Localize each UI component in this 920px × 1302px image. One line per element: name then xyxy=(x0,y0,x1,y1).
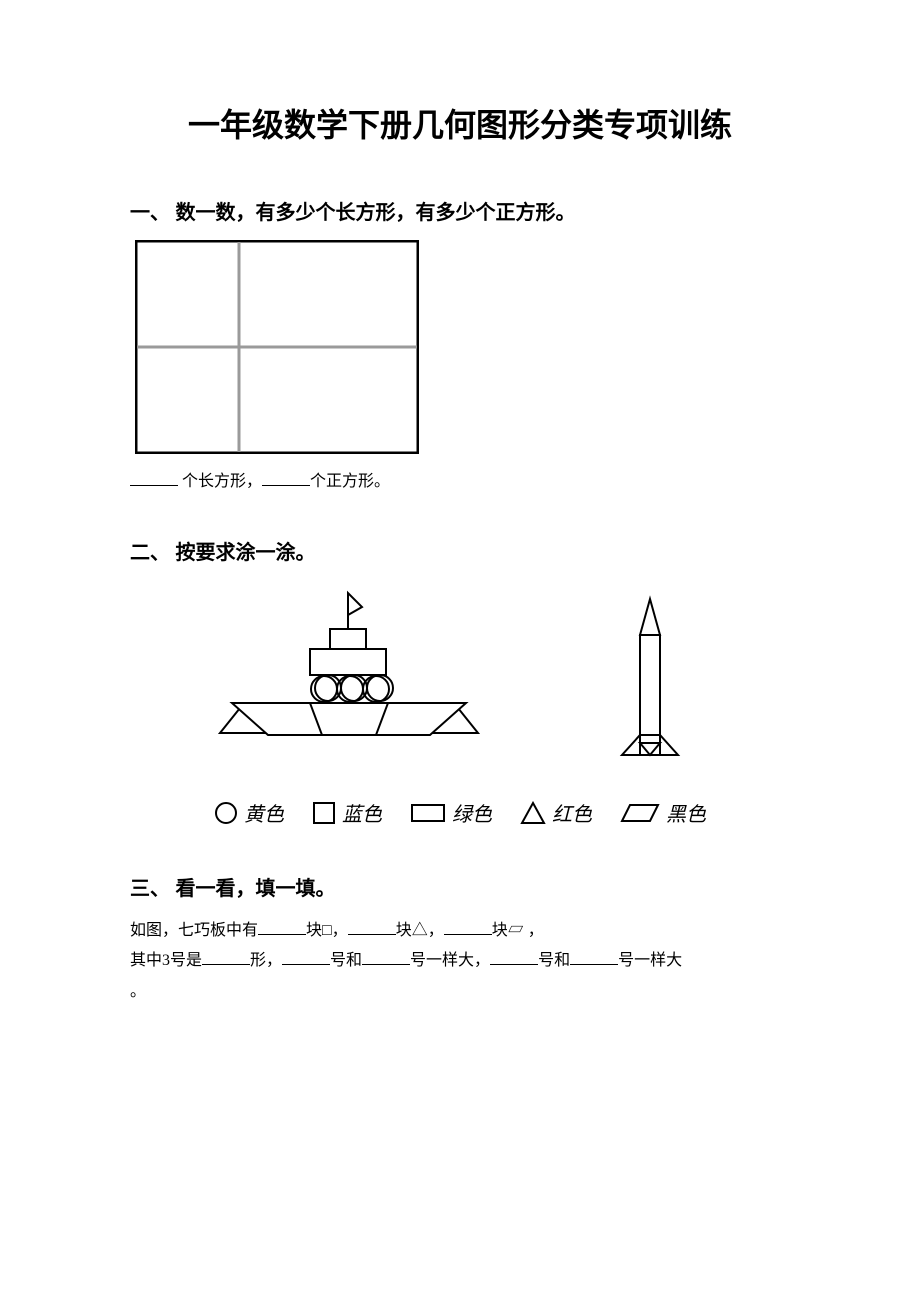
page-title: 一年级数学下册几何图形分类专项训练 xyxy=(130,100,790,146)
q3-l1-c: 块△， xyxy=(396,922,444,939)
square-icon xyxy=(312,801,336,825)
triangle-icon xyxy=(520,801,546,825)
blank-rect-count[interactable] xyxy=(130,468,178,486)
q3-line-3: 。 xyxy=(130,977,790,1007)
q3-l2-b: 形， xyxy=(250,952,282,969)
blank-tangram-triangle[interactable] xyxy=(348,917,396,935)
q3-l3: 。 xyxy=(130,983,146,1000)
q3-l2-c: 号和 xyxy=(330,952,362,969)
legend-parallelogram: 黑色 xyxy=(620,798,706,827)
legend-circle-label: 黄色 xyxy=(244,798,284,827)
q3-l2-a: 其中3号是 xyxy=(130,952,202,969)
legend-square: 蓝色 xyxy=(312,798,382,827)
section-1-caption: 个长方形， 个正方形。 xyxy=(130,467,790,491)
section-1-heading: 一、 数一数，有多少个长方形，有多少个正方形。 xyxy=(130,196,790,225)
q3-l2-d: 号一样大， xyxy=(410,952,490,969)
rect-icon xyxy=(410,801,446,825)
blank-same-1a[interactable] xyxy=(282,947,330,965)
section-2: 二、 按要求涂一涂。 xyxy=(130,536,790,827)
parallelogram-icon xyxy=(620,801,660,825)
caption-text-1: 个长方形， xyxy=(178,473,262,490)
q3-l1-b: 块□， xyxy=(306,922,348,939)
section-2-heading: 二、 按要求涂一涂。 xyxy=(130,536,790,565)
legend-circle: 黄色 xyxy=(214,798,284,827)
blank-square-count[interactable] xyxy=(262,468,310,486)
counting-grid-svg xyxy=(135,240,419,454)
legend-triangle-label: 红色 xyxy=(552,798,592,827)
q3-l2-f: 号一样大 xyxy=(618,952,682,969)
circle-icon xyxy=(214,801,238,825)
color-legend: 黄色 蓝色 绿色 红色 黑色 xyxy=(130,798,790,827)
section-3: 三、 看一看，填一填。 如图，七巧板中有 块□， 块△， 块▱ ， 其中3号是 形， 号和… xyxy=(130,872,790,1007)
q3-line-1: 如图，七巧板中有 块□， 块△， 块▱ ， xyxy=(130,916,790,946)
blank-shape-3[interactable] xyxy=(202,947,250,965)
q3-l1-d: 块▱ ， xyxy=(492,922,544,939)
q3-l1-a: 如图，七巧板中有 xyxy=(130,922,258,939)
coloring-figure: 黄色 蓝色 绿色 红色 黑色 xyxy=(130,585,790,827)
blank-tangram-parallelogram[interactable] xyxy=(444,917,492,935)
caption-text-2: 个正方形。 xyxy=(310,473,390,490)
section-3-body: 如图，七巧板中有块□，块△，块▱ ， 其中3号是形，号和号一样大，号和号一样大 … xyxy=(130,916,790,1007)
section-1: 一、 数一数，有多少个长方形，有多少个正方形。 个长方形， 个正方形。 xyxy=(130,196,790,491)
blank-same-2b[interactable] xyxy=(570,947,618,965)
ship-rocket-svg xyxy=(180,585,740,775)
legend-parallelogram-label: 黑色 xyxy=(666,798,706,827)
section-3-heading: 三、 看一看，填一填。 xyxy=(130,872,790,901)
legend-square-label: 蓝色 xyxy=(342,798,382,827)
q3-l2-e: 号和 xyxy=(538,952,570,969)
legend-rect: 绿色 xyxy=(410,798,492,827)
blank-same-2a[interactable] xyxy=(490,947,538,965)
legend-triangle: 红色 xyxy=(520,798,592,827)
grid-figure xyxy=(135,240,790,459)
legend-rect-label: 绿色 xyxy=(452,798,492,827)
q3-line-2: 其中3号是 形， 号和 号一样大， 号和 号一样大 xyxy=(130,946,790,976)
blank-same-1b[interactable] xyxy=(362,947,410,965)
blank-tangram-square[interactable] xyxy=(258,917,306,935)
